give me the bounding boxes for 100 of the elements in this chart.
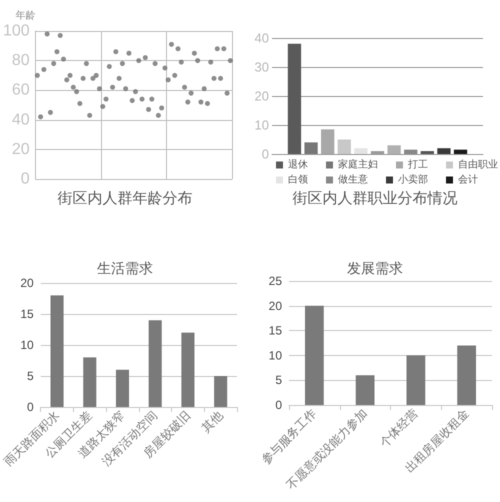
bar (116, 370, 130, 407)
point (168, 42, 174, 47)
y-tick-label: 60 (12, 82, 30, 99)
point (54, 49, 60, 54)
point (176, 46, 181, 52)
point (228, 58, 233, 64)
point (140, 96, 145, 102)
point (142, 55, 148, 60)
point (113, 49, 118, 54)
point (90, 76, 96, 81)
y-tick-label: 40 (12, 111, 30, 128)
bar (321, 129, 334, 154)
point (146, 106, 152, 112)
y-tick-label: 10 (268, 348, 282, 362)
point (204, 101, 210, 106)
bar (50, 295, 64, 407)
point (152, 61, 158, 66)
point (182, 84, 188, 90)
bar (420, 151, 434, 154)
bar (148, 320, 162, 407)
point (48, 110, 53, 115)
point (120, 61, 125, 66)
legend-label: 打工 (407, 158, 428, 170)
y-tick-label: 100 (2, 22, 30, 40)
point (188, 90, 194, 96)
y-tick-label: 5 (275, 373, 282, 388)
bar (181, 332, 194, 407)
point (116, 76, 122, 81)
bar (454, 150, 468, 154)
point (214, 46, 220, 52)
legend-label: 自由职业 (458, 158, 498, 170)
y-tick-label: 20 (20, 276, 34, 290)
point (87, 112, 92, 118)
point (195, 58, 200, 64)
x-tick-label: 个体经营 (376, 406, 421, 450)
y-tick-label: 20 (12, 140, 30, 158)
point (38, 114, 44, 120)
y-tick-label: 80 (12, 52, 30, 70)
bar (354, 148, 368, 154)
point (44, 31, 50, 36)
point (123, 86, 128, 92)
y-tick-label: 30 (254, 60, 269, 74)
point (94, 72, 99, 78)
x-tick-label: 其他 (198, 408, 226, 435)
point (212, 76, 217, 81)
point (172, 72, 178, 78)
y-tick-label: 15 (268, 324, 282, 338)
point (162, 66, 168, 70)
bar (387, 145, 401, 154)
point (97, 86, 102, 92)
point (64, 77, 70, 82)
point (166, 77, 171, 82)
legend-label: 做生意 (338, 174, 368, 186)
point (185, 100, 190, 105)
y-tick-label: 40 (254, 30, 269, 46)
point (106, 64, 112, 70)
y-tick-label: 20 (268, 298, 282, 313)
chart-title: 生活需求 (97, 260, 153, 276)
y-tick-label: 10 (254, 118, 269, 132)
point (70, 84, 76, 90)
legend-label: 会计 (458, 174, 478, 186)
point (132, 89, 138, 94)
point (51, 61, 56, 66)
point (77, 101, 82, 106)
legend-label: 小卖部 (398, 174, 428, 186)
legend-label: 白领 (288, 174, 308, 186)
bar (304, 142, 318, 154)
point (61, 56, 66, 62)
y-tick-label: 0 (262, 146, 269, 162)
y-axis-title: 年龄 (16, 10, 36, 22)
point (159, 105, 164, 110)
bar (356, 375, 375, 405)
point (224, 90, 230, 96)
point (198, 100, 204, 105)
bar (338, 140, 351, 154)
point (178, 60, 184, 65)
y-tick-label: 0 (20, 170, 30, 188)
bar (404, 150, 418, 154)
point (221, 46, 226, 52)
point (84, 61, 89, 66)
point (68, 72, 73, 78)
y-tick-label: 15 (20, 307, 34, 321)
point (41, 66, 46, 72)
text: 街区内人群年龄分布 (58, 190, 192, 207)
point (58, 32, 63, 38)
bar (406, 355, 426, 405)
y-tick-label: 5 (27, 369, 34, 383)
point (104, 96, 109, 102)
point (130, 98, 135, 104)
point (208, 60, 214, 65)
bar (214, 376, 228, 407)
bar (83, 357, 96, 407)
point (136, 58, 142, 64)
chart-title: 发展需求 (347, 260, 403, 276)
text: 街区内人群职业分布情况 (292, 190, 458, 207)
bar (304, 306, 324, 405)
legend-label: 退休 (288, 158, 308, 170)
point (156, 112, 161, 118)
legend-label: 家庭主妇 (338, 158, 378, 170)
point (34, 72, 40, 78)
